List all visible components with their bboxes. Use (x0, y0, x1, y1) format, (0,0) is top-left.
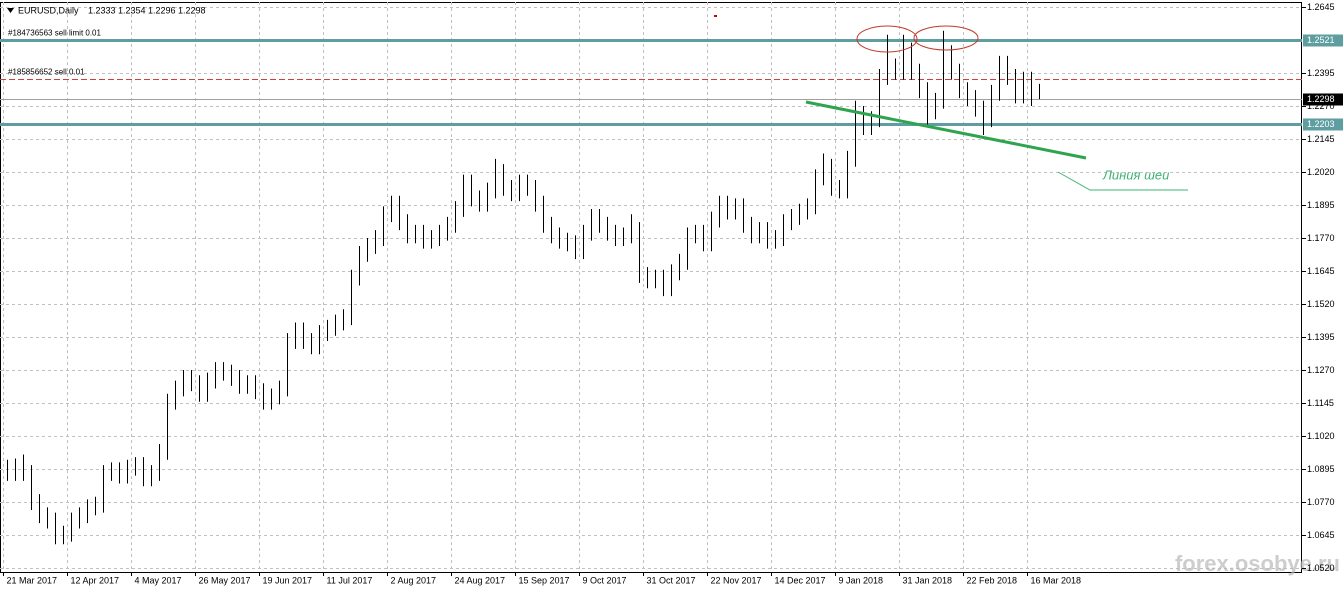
y-tick-label: 1.2270 (1307, 101, 1335, 111)
x-tick-label: 14 Dec 2017 (775, 575, 826, 585)
y-tick-label: 1.2395 (1307, 68, 1335, 78)
x-tick-label: 15 Sep 2017 (519, 575, 570, 585)
annotation: Линия шеи (1102, 167, 1169, 182)
y-tick-label: 1.1645 (1307, 266, 1335, 276)
x-tick-label: 24 Aug 2017 (455, 575, 506, 585)
level-label: 1.2521 (1307, 35, 1335, 45)
y-tick-label: 1.1770 (1307, 233, 1335, 243)
x-tick-label: 11 Jul 2017 (327, 575, 373, 585)
x-tick-label: 16 Mar 2018 (1031, 575, 1082, 585)
annotation-pointer (1057, 171, 1188, 191)
levels (0, 39, 1302, 126)
x-tick-label: 19 Jun 2017 (263, 575, 313, 585)
y-tick-label: 1.1395 (1307, 332, 1335, 342)
y-tick-label: 1.1520 (1307, 299, 1335, 309)
x-tick-label: 22 Feb 2018 (967, 575, 1018, 585)
y-tick-label: 1.1145 (1307, 398, 1334, 408)
y-tick-label: 1.0895 (1307, 464, 1335, 474)
plot-frame (0, 2, 1302, 573)
x-tick-label: 4 May 2017 (135, 575, 182, 585)
y-tick-label: 1.1270 (1307, 365, 1335, 375)
x-tick-label: 2 Aug 2017 (391, 575, 437, 585)
x-tick-label: 12 Apr 2017 (71, 575, 120, 585)
x-tick-label: 22 Nov 2017 (711, 575, 762, 585)
order-label: #185856652 sell 0.01 (8, 68, 85, 77)
y-tick-label: 1.0520 (1307, 563, 1335, 573)
y-tick-label: 1.0645 (1307, 530, 1335, 540)
candles (7, 30, 1040, 545)
price-box (1303, 93, 1343, 106)
header-low: 1.2296 (148, 5, 176, 15)
chart-title: EURUSD,Daily (18, 5, 79, 15)
x-tick-label: 9 Jan 2018 (839, 575, 884, 585)
y-tick-label: 1.2645 (1307, 2, 1335, 12)
x-tick-label: 31 Jan 2018 (903, 575, 953, 585)
neckline (805, 100, 1087, 160)
level-box (1303, 34, 1343, 47)
top-marker (913, 25, 979, 51)
grid (0, 2, 1302, 572)
y-tick-label: 1.2020 (1307, 167, 1335, 177)
x-tick-label: 31 Oct 2017 (647, 575, 696, 585)
level-box (1303, 118, 1343, 131)
y-tick-label: 1.1020 (1307, 431, 1335, 441)
y-tick-label: 1.2145 (1307, 134, 1335, 144)
header-open: 1.2333 (88, 5, 116, 15)
x-tick-label: 9 Oct 2017 (583, 575, 627, 585)
y-tick-label: 1.1895 (1307, 200, 1335, 210)
marker (714, 15, 717, 17)
x-tick-label: 26 May 2017 (199, 575, 251, 585)
header-close: 1.2298 (178, 5, 206, 15)
y-tick-label: 1.0770 (1307, 497, 1335, 507)
order-label: #184736563 sell limit 0.01 (8, 29, 102, 38)
header-high: 1.2354 (118, 5, 146, 15)
top-marker (856, 25, 918, 53)
price-label: 1.2298 (1307, 94, 1335, 104)
watermark: forex.osobye.ru (1175, 551, 1340, 576)
x-tick-label: 21 Mar 2017 (7, 575, 58, 585)
level-label: 1.2203 (1307, 119, 1335, 129)
header-icon (7, 8, 14, 13)
